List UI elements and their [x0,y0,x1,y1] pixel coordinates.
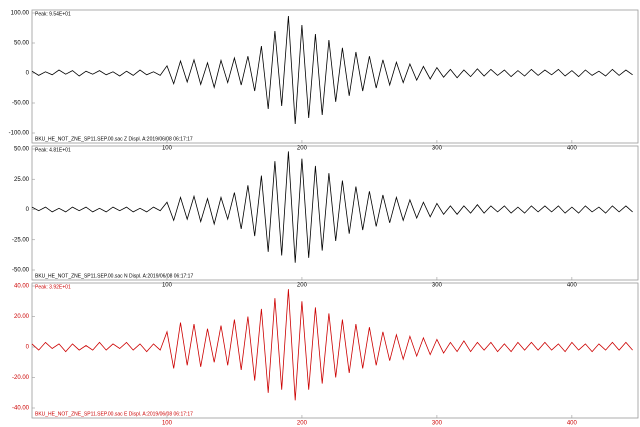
y-tick-label: 100.00 [11,11,30,17]
panel-footer: BKU_HE_NOT_ZNE_SP11.SEP.00.sac N Displ. … [35,273,193,279]
x-tick-label: 100 [162,421,173,427]
panel-frame [31,145,639,281]
y-tick-label: -50.00 [12,101,30,107]
y-tick-label: -25.00 [12,237,30,243]
panel-header: Peak: 9.54E+01 [35,11,71,17]
panel-frame [31,282,639,419]
panel-header: Peak: 3.92E+01 [35,284,71,290]
trace [31,151,633,263]
y-tick-label: 40.00 [14,284,30,290]
y-tick-label: -50.00 [12,268,30,274]
y-tick-label: 0 [26,345,30,351]
y-tick-label: -100.00 [9,131,30,137]
trace [31,289,633,401]
panel-footer: BKU_HE_NOT_ZNE_SP11.SEP.00.sac Z Displ. … [35,136,193,142]
x-tick-label: 400 [567,421,578,427]
y-tick-label: 50.00 [14,147,30,153]
panel-header: Peak: 4.81E+01 [35,147,71,153]
x-tick-label: 200 [297,146,308,152]
trace [31,15,633,125]
panel-footer: BKU_HE_NOT_ZNE_SP11.SEP.00.sac E Displ. … [35,411,193,417]
panel-frame [31,9,639,144]
y-tick-label: 0 [26,71,30,77]
x-tick-label: 400 [567,283,578,289]
x-tick-label: 300 [432,283,443,289]
x-tick-label: 100 [162,146,173,152]
y-tick-label: -20.00 [12,375,30,381]
x-tick-label: 200 [297,421,308,427]
x-tick-label: 300 [432,146,443,152]
x-tick-label: 200 [297,283,308,289]
y-tick-label: -40.00 [12,406,30,412]
y-tick-label: 20.00 [14,314,30,320]
y-tick-label: 0 [26,207,30,213]
x-tick-label: 100 [162,283,173,289]
x-tick-label: 400 [567,146,578,152]
y-tick-label: 25.00 [14,177,30,183]
y-tick-label: 50.00 [14,41,30,47]
x-tick-label: 300 [432,421,443,427]
